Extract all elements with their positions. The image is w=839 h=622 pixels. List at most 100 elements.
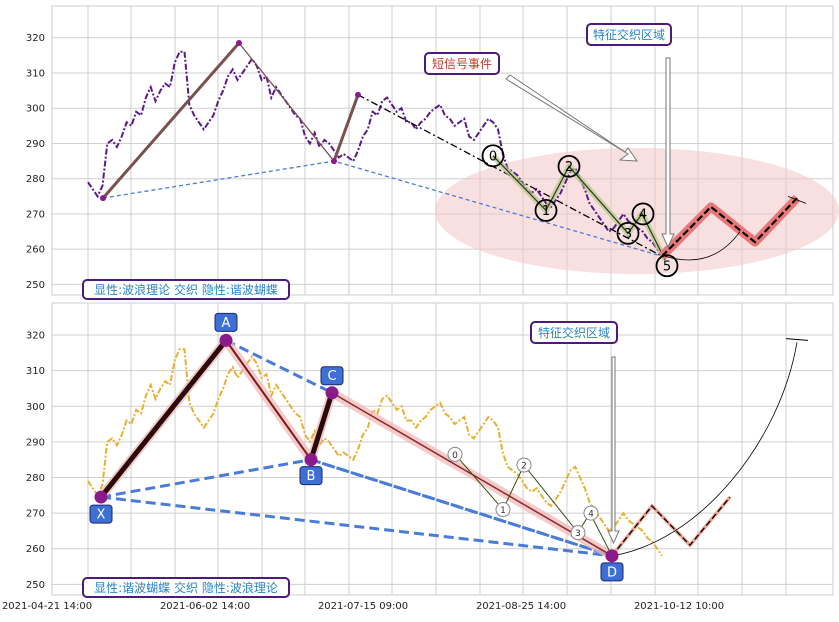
projection-path xyxy=(661,197,798,258)
bottom-wave-label: 2 xyxy=(521,462,527,472)
wave-label-circle xyxy=(616,221,640,245)
harmonic-dot xyxy=(94,490,108,504)
y-tick-label: 300 xyxy=(26,104,45,115)
bottom-wave-labels: 0 1 2 34 xyxy=(447,446,599,541)
pivot-dot xyxy=(100,195,106,202)
bottom-wave-label-circle xyxy=(495,502,511,518)
bottom-wave-label-circle xyxy=(583,505,599,521)
harmonic-badge xyxy=(89,504,113,524)
wave-ab xyxy=(238,42,335,162)
top-legend-label: 显性:波浪理论 交织 隐性:谐波蝴蝶 xyxy=(94,282,278,297)
callout-arrows xyxy=(505,57,675,545)
top-panel: 250 260 270 280 290 300 310 320 0 1 2 34 5 xyxy=(26,5,839,296)
wave-label: 0 xyxy=(489,149,497,164)
bottom-projection-curve xyxy=(611,342,798,557)
pivot-dot xyxy=(236,40,242,47)
wave-label: 4 xyxy=(639,207,647,222)
y-tick-label: 270 xyxy=(26,509,45,520)
bottom-wave-label: 4 xyxy=(588,510,594,520)
harmonic-badge xyxy=(600,562,624,582)
bottom-projection-tick xyxy=(785,338,809,341)
harmonic-dot xyxy=(219,333,233,347)
x-tick-label: 2021-07-15 09:00 xyxy=(318,601,408,612)
wave-label: 2 xyxy=(565,160,573,175)
bottom-feature-zone-box xyxy=(530,321,618,344)
wave-zigzag xyxy=(492,155,666,261)
y-tick-label: 310 xyxy=(26,68,45,79)
x-tick-label: 2021-04-21 14:00 xyxy=(2,601,92,612)
top-grid xyxy=(52,6,833,295)
projection-tick xyxy=(787,195,807,204)
pivot-dot xyxy=(355,91,361,98)
wave-label-circle xyxy=(534,199,558,222)
harmonic-label: X xyxy=(97,508,106,523)
y-tick-label: 250 xyxy=(26,280,45,291)
wave-label-circle xyxy=(655,254,679,278)
top-wave-labels: 0 1 2 34 5 xyxy=(481,144,679,278)
harmonic-dot xyxy=(605,549,619,563)
bottom-wave-label-circle xyxy=(516,457,532,473)
harmonic-bd xyxy=(310,458,613,558)
feature-zone-ellipse xyxy=(435,148,839,274)
y-tick-label: 300 xyxy=(26,402,45,413)
harmonic-label: A xyxy=(222,316,231,331)
y-tick-label: 320 xyxy=(26,331,45,342)
top-price-line xyxy=(87,50,663,257)
bottom-annotations: 特征交织区域 显性:谐波蝴蝶 交织 隐性:波浪理论 xyxy=(82,321,618,598)
bottom-feature-zone-label: 特征交织区域 xyxy=(538,325,610,340)
y-tick-label: 290 xyxy=(26,437,45,448)
wave-label: 3 xyxy=(624,227,632,242)
bottom-panel: 250 260 270 280 290 300 310 320 0 1 2 34 X A B C D xyxy=(26,302,834,596)
top-feature-zone-arrow xyxy=(661,57,675,249)
harmonic-xd xyxy=(100,495,613,558)
y-tick-label: 260 xyxy=(26,245,45,256)
wave-bc xyxy=(332,94,360,162)
y-tick-label: 320 xyxy=(26,33,45,44)
top-legend-box xyxy=(82,279,290,300)
harmonic-badge xyxy=(320,366,344,386)
harmonic-ac xyxy=(225,339,333,395)
harmonic-xa xyxy=(99,338,228,499)
bottom-projection-path xyxy=(611,496,731,557)
wave-label: 5 xyxy=(663,259,671,274)
wave-label-circle xyxy=(481,144,505,168)
wave-label: 1 xyxy=(542,204,550,219)
bottom-price-line xyxy=(87,348,663,557)
harmonic-label: D xyxy=(607,565,617,580)
x-tick-label: 2021-06-02 14:00 xyxy=(160,601,250,612)
harmonic-badge xyxy=(299,466,323,486)
wave-label-circle xyxy=(557,154,581,178)
bottom-legend-box xyxy=(82,577,290,598)
x-tick-label: 2021-10-12 10:00 xyxy=(634,601,724,612)
bottom-wave-zigzag xyxy=(454,454,613,557)
wave-label-circle xyxy=(631,202,655,226)
y-tick-label: 310 xyxy=(26,366,45,377)
y-tick-label: 280 xyxy=(26,174,45,185)
harmonic-points: X A B C D xyxy=(89,312,624,582)
bottom-plot-area xyxy=(51,302,834,596)
top-feature-zone-label: 特征交织区域 xyxy=(593,27,665,42)
bottom-wave-label: 1 xyxy=(500,506,506,516)
y-tick-label: 270 xyxy=(26,209,45,220)
bottom-wave-label-circle xyxy=(447,446,463,462)
short-signal-box xyxy=(424,52,500,75)
harmonic-label: B xyxy=(307,469,316,484)
y-tick-label: 280 xyxy=(26,473,45,484)
y-tick-label: 290 xyxy=(26,139,45,150)
top-feature-zone-box xyxy=(586,23,672,46)
y-tick-label: 260 xyxy=(26,544,45,555)
harmonic-bc xyxy=(308,391,335,461)
short-signal-label: 短信号事件 xyxy=(432,57,492,71)
x-ticks: 2021-04-21 14:00 2021-06-02 14:00 2021-07-… xyxy=(2,601,724,612)
bottom-feature-zone-arrow xyxy=(607,356,620,545)
pivot-dot xyxy=(331,158,337,165)
bottom-y-ticks: 250 260 270 280 290 300 310 320 xyxy=(26,331,45,591)
bottom-wave-label: 0 xyxy=(452,451,458,461)
wave-cd xyxy=(357,94,663,257)
x-tick-label: 2021-08-25 14:00 xyxy=(476,601,566,612)
top-y-ticks: 250 260 270 280 290 300 310 320 xyxy=(26,33,45,291)
short-signal-arrow xyxy=(505,74,638,162)
bottom-grid xyxy=(52,303,833,595)
